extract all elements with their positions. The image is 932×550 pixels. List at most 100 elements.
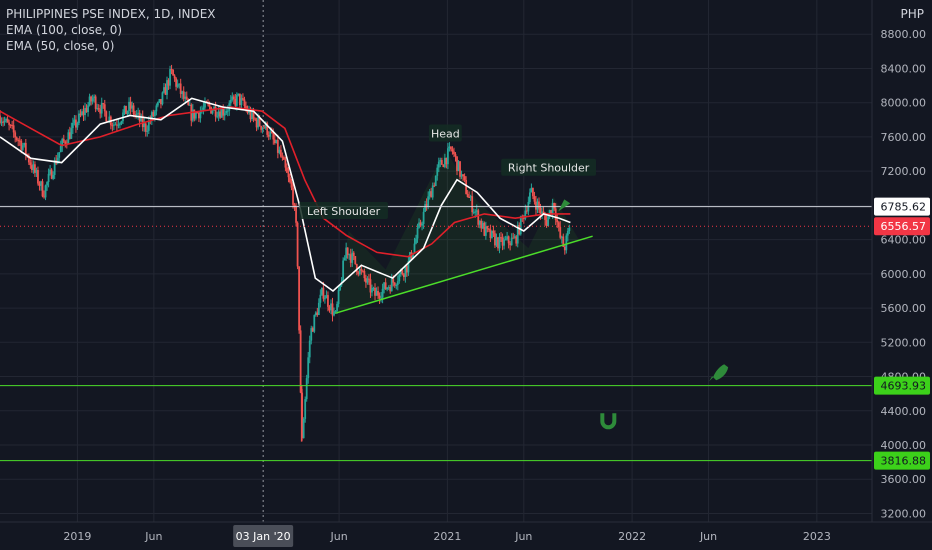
- candle-body: [298, 266, 301, 331]
- candle-body: [0, 115, 1, 123]
- candle-body: [18, 140, 21, 142]
- candle-body: [79, 113, 82, 116]
- candle-body: [0, 121, 3, 123]
- candle-body: [146, 130, 149, 132]
- candle-body: [161, 92, 164, 105]
- candle-body: [114, 124, 117, 126]
- candle-body: [498, 237, 501, 249]
- candle-body: [117, 124, 120, 126]
- candle-body: [492, 230, 495, 234]
- candle-body: [217, 111, 220, 117]
- candle-body: [90, 96, 92, 102]
- candle-body: [437, 161, 440, 168]
- candle-body: [387, 287, 390, 289]
- candle-body: [462, 174, 464, 177]
- candle-body: [163, 87, 165, 93]
- candle-body: [425, 204, 428, 207]
- candle-body: [202, 107, 205, 110]
- candle-body: [166, 80, 168, 95]
- candle-body: [465, 180, 468, 194]
- candle-body: [563, 246, 566, 251]
- candle-body: [141, 115, 144, 128]
- candle-body: [21, 145, 24, 150]
- candle-body: [542, 211, 545, 215]
- candle-body: [99, 109, 102, 114]
- candle-body: [355, 264, 358, 273]
- candle-body: [20, 140, 23, 150]
- y-tick-label: 5600.00: [881, 302, 927, 315]
- crosshair-date-box: [233, 525, 294, 547]
- candle-body: [155, 105, 158, 112]
- candle-body: [402, 274, 405, 278]
- candle-body: [433, 185, 436, 187]
- candle-body: [328, 306, 331, 311]
- candle-body: [422, 211, 425, 225]
- y-tick-label: 5200.00: [881, 336, 927, 349]
- y-tick-label: 3200.00: [881, 507, 927, 520]
- neckline-trendline: [335, 235, 593, 314]
- candle-body: [270, 131, 273, 133]
- candle-body: [440, 160, 443, 165]
- candle-body: [41, 181, 44, 197]
- candle-body: [339, 284, 341, 291]
- candle-body: [187, 99, 190, 106]
- ema50-legend[interactable]: EMA (50, close, 0): [6, 39, 115, 53]
- candle-body: [284, 159, 287, 168]
- candle-body: [129, 101, 132, 109]
- candle-body: [296, 222, 299, 267]
- candle-body: [105, 111, 108, 122]
- candle-body: [378, 295, 381, 299]
- candle-body: [544, 214, 546, 220]
- candle-body: [434, 175, 437, 187]
- chart-legend: PHILIPPINES PSE INDEX, 1D, INDEX EMA (10…: [6, 6, 216, 54]
- candle-body: [211, 110, 214, 114]
- candle-body: [500, 237, 502, 239]
- candle-body: [24, 142, 27, 155]
- pattern-shading: [335, 149, 580, 314]
- candle-body: [486, 226, 489, 229]
- candle-body: [333, 311, 335, 316]
- candle-body: [59, 146, 62, 153]
- candle-body: [424, 204, 427, 212]
- candle-body: [47, 173, 50, 183]
- candle-body: [466, 193, 469, 198]
- candle-body: [266, 122, 269, 135]
- candle-body: [313, 315, 316, 332]
- candle-body: [412, 253, 414, 259]
- candle-body: [257, 117, 260, 128]
- candle-body: [550, 210, 553, 215]
- candle-body: [67, 132, 70, 145]
- candle-body: [248, 110, 250, 113]
- candle-body: [283, 157, 285, 160]
- candle-body: [337, 290, 340, 304]
- candle-body: [287, 172, 290, 178]
- rocket-icon: [709, 364, 729, 382]
- ema100-legend[interactable]: EMA (100, close, 0): [6, 23, 123, 37]
- y-tick-label: 8800.00: [881, 28, 927, 41]
- candle-body: [386, 287, 389, 290]
- chart-title: PHILIPPINES PSE INDEX, 1D, INDEX: [6, 7, 216, 21]
- candle-body: [566, 230, 569, 236]
- candle-body: [562, 236, 565, 247]
- candle-body: [179, 83, 182, 94]
- candle-body: [261, 127, 264, 130]
- candle-body: [377, 291, 379, 296]
- candle-body: [320, 287, 323, 295]
- currency-label[interactable]: PHP: [896, 6, 928, 22]
- candle-body: [363, 271, 366, 279]
- rocket-body: [713, 364, 729, 381]
- candle-body: [524, 210, 527, 219]
- candle-body: [43, 196, 45, 198]
- candle-body: [334, 310, 337, 312]
- price-badge-box: [874, 217, 930, 236]
- price-badge-box: [874, 451, 930, 470]
- candle-body: [361, 270, 364, 272]
- candle-body: [345, 247, 348, 259]
- candle-body: [504, 239, 507, 241]
- candle-body: [2, 121, 4, 123]
- candle-body: [501, 237, 504, 246]
- candle-body: [568, 227, 571, 231]
- candle-body: [430, 191, 433, 198]
- crosshair-date-label: 03 Jan '20: [236, 530, 291, 543]
